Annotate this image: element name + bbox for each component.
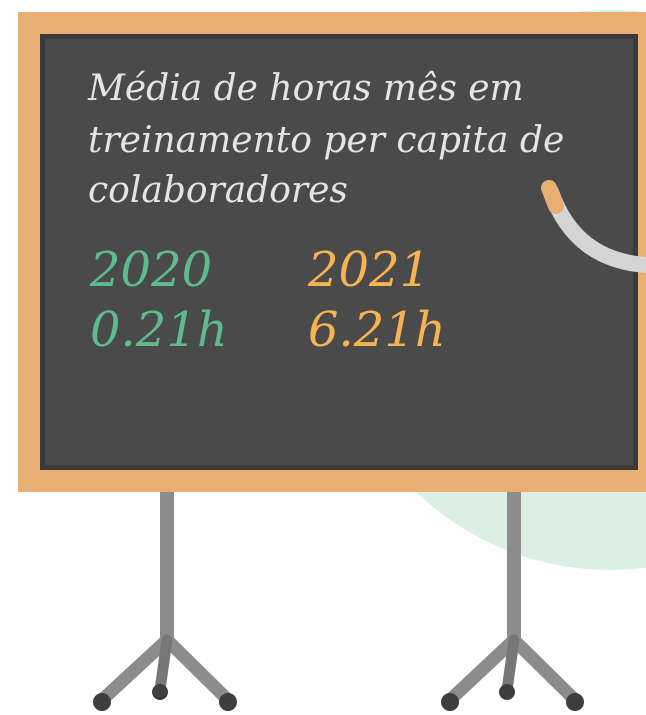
left-post: [160, 490, 174, 650]
value: 6.21h: [308, 302, 446, 358]
illustration: Média de horas mês em treinamento per ca…: [0, 0, 646, 715]
foot: [499, 684, 515, 700]
body: {"board": { "title_lines": ["Média de ho…: [0, 0, 646, 715]
year: 2021: [307, 242, 430, 298]
foot: [152, 684, 168, 700]
right-leg: [507, 640, 514, 690]
page: Quadro html, body { margin: 0; padding: …: [0, 0, 646, 715]
easel-legs: [93, 490, 584, 711]
foot: [93, 693, 111, 711]
foot: [566, 693, 584, 711]
pointer-tip: [549, 188, 556, 206]
title-line: Média de horas mês em: [87, 68, 524, 109]
title-line: treinamento per capita de: [88, 120, 564, 161]
left-leg: [160, 640, 167, 690]
value: 0.21h: [90, 302, 228, 358]
left-leg: [167, 640, 228, 700]
foot: [219, 693, 237, 711]
year: 2020: [89, 242, 212, 298]
foot: [441, 693, 459, 711]
right-leg: [514, 640, 575, 700]
right-post: [507, 490, 521, 650]
title-line: colaboradores: [88, 170, 348, 211]
